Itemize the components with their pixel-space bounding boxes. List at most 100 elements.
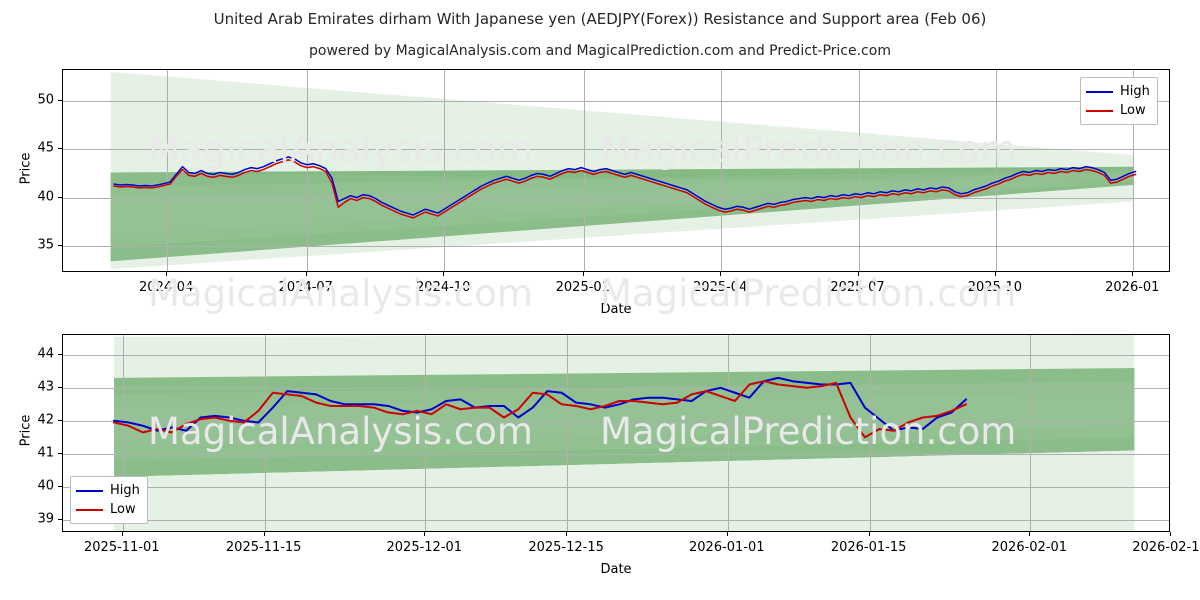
x-tick-label: 2026-01 [1105, 280, 1160, 295]
x-tick-label: 2024-10 [416, 280, 471, 295]
band-outer-upper [114, 335, 1135, 378]
x-tick-label: 2025-12-01 [386, 540, 463, 555]
y-tickmark [58, 485, 62, 487]
x-tickmark [566, 532, 568, 536]
x-tickmark [1132, 272, 1134, 276]
y-tickmark [58, 244, 62, 246]
y-tick-label: 40 [37, 189, 54, 205]
series-line-low [113, 159, 1137, 219]
y-tick-label: 45 [37, 140, 54, 156]
y-tickmark [58, 518, 62, 520]
series-line-low [112, 380, 968, 439]
legend-label: Low [110, 502, 136, 517]
x-tickmark [166, 272, 168, 276]
y-tickmark [58, 419, 62, 421]
gridline-vertical [122, 335, 124, 531]
legend-item-low[interactable]: Low [76, 500, 140, 519]
y-tick-label: 50 [37, 92, 54, 108]
gridline-vertical [995, 70, 997, 271]
x-tick-label: 2026-01-01 [689, 540, 765, 555]
x-tick-label: 2024-04 [139, 280, 194, 295]
x-tickmark [720, 272, 722, 276]
gridline-vertical [567, 335, 569, 531]
x-tickmark [857, 272, 859, 276]
legend-label: High [1120, 84, 1150, 99]
resistance-support-bands [110, 71, 1134, 270]
x-tick-label: 2025-04 [693, 280, 748, 295]
gridline-horizontal [63, 149, 1169, 151]
y-tickmark [58, 148, 62, 150]
y-tick-label: 41 [37, 445, 54, 461]
gridline-horizontal [63, 387, 1169, 389]
page-title: United Arab Emirates dirham With Japanes… [213, 10, 987, 28]
x-tickmark [305, 272, 307, 276]
x-tickmark [994, 272, 996, 276]
y-tickmark [58, 196, 62, 198]
x-tick-label: 2026-02-01 [991, 540, 1068, 555]
x-tickmark [582, 272, 584, 276]
x-tickmark [726, 532, 728, 536]
gridline-vertical [1133, 70, 1135, 271]
plot-inner [63, 70, 1169, 271]
y-tickmark [58, 353, 62, 355]
legend-item-low[interactable]: Low [1086, 101, 1150, 120]
zoom-plot-area [62, 334, 1170, 532]
x-tick-label: 2025-10 [967, 280, 1023, 295]
y-tick-label: 40 [37, 478, 54, 494]
y-tickmark [58, 386, 62, 388]
y-tick-label: 43 [37, 379, 54, 395]
legend-item-high[interactable]: High [76, 481, 140, 500]
band-outer-lower [114, 450, 1135, 531]
x-tickmark [263, 532, 265, 536]
gridline-horizontal [63, 197, 1169, 199]
gridline-horizontal [63, 519, 1169, 521]
zoom-legend[interactable]: High Low [70, 476, 148, 524]
gridline-vertical [264, 335, 266, 531]
band-core-inner-1 [110, 169, 1134, 248]
x-tick-label: 2026-02-15 [1132, 540, 1200, 555]
y-tick-label: 42 [37, 412, 54, 428]
series-line-high [113, 156, 1137, 216]
y-tickmark [58, 452, 62, 454]
x-tick-label: 2026-01-15 [830, 540, 907, 555]
gridline-vertical [721, 70, 723, 271]
x-tickmark [443, 272, 445, 276]
legend-label: Low [1120, 103, 1146, 118]
gridline-horizontal [63, 245, 1169, 247]
legend-item-high[interactable]: High [1086, 82, 1150, 101]
band-core [114, 368, 1135, 477]
gridline-vertical [858, 70, 860, 271]
band-outer-lower [110, 185, 1134, 270]
x-tickmark [121, 532, 123, 536]
gridline-horizontal [63, 354, 1169, 356]
y-tick-label: 39 [37, 511, 54, 527]
band-outer-upper [110, 71, 1134, 185]
series-line-high [112, 376, 968, 432]
x-tick-label: 2025-07 [830, 280, 885, 295]
gridline-vertical [1030, 335, 1032, 531]
overview-plot-area [62, 69, 1170, 272]
y-tick-label: 35 [37, 237, 54, 253]
x-tick-label: 2025-01 [555, 280, 610, 295]
gridline-horizontal [63, 486, 1169, 488]
y-tickmark [58, 99, 62, 101]
x-tick-label: 2025-12-15 [528, 540, 604, 555]
band-core [110, 166, 1134, 262]
x-axis-label: Date [600, 302, 632, 317]
legend-swatch-low-icon [1086, 109, 1113, 112]
legend-label: High [110, 483, 140, 498]
band-core-inner-0 [110, 172, 1134, 235]
overview-legend[interactable]: High Low [1080, 77, 1158, 125]
legend-swatch-high-icon [1086, 90, 1113, 93]
x-tickmark [424, 532, 426, 536]
series-layer [112, 376, 968, 439]
series-layer [113, 156, 1137, 219]
x-tick-label: 2025-11-15 [225, 540, 302, 555]
x-tickmark [1029, 532, 1031, 536]
legend-swatch-high-icon [76, 489, 103, 492]
x-tickmark [868, 532, 870, 536]
x-tick-label: 2025-11-01 [84, 540, 160, 555]
